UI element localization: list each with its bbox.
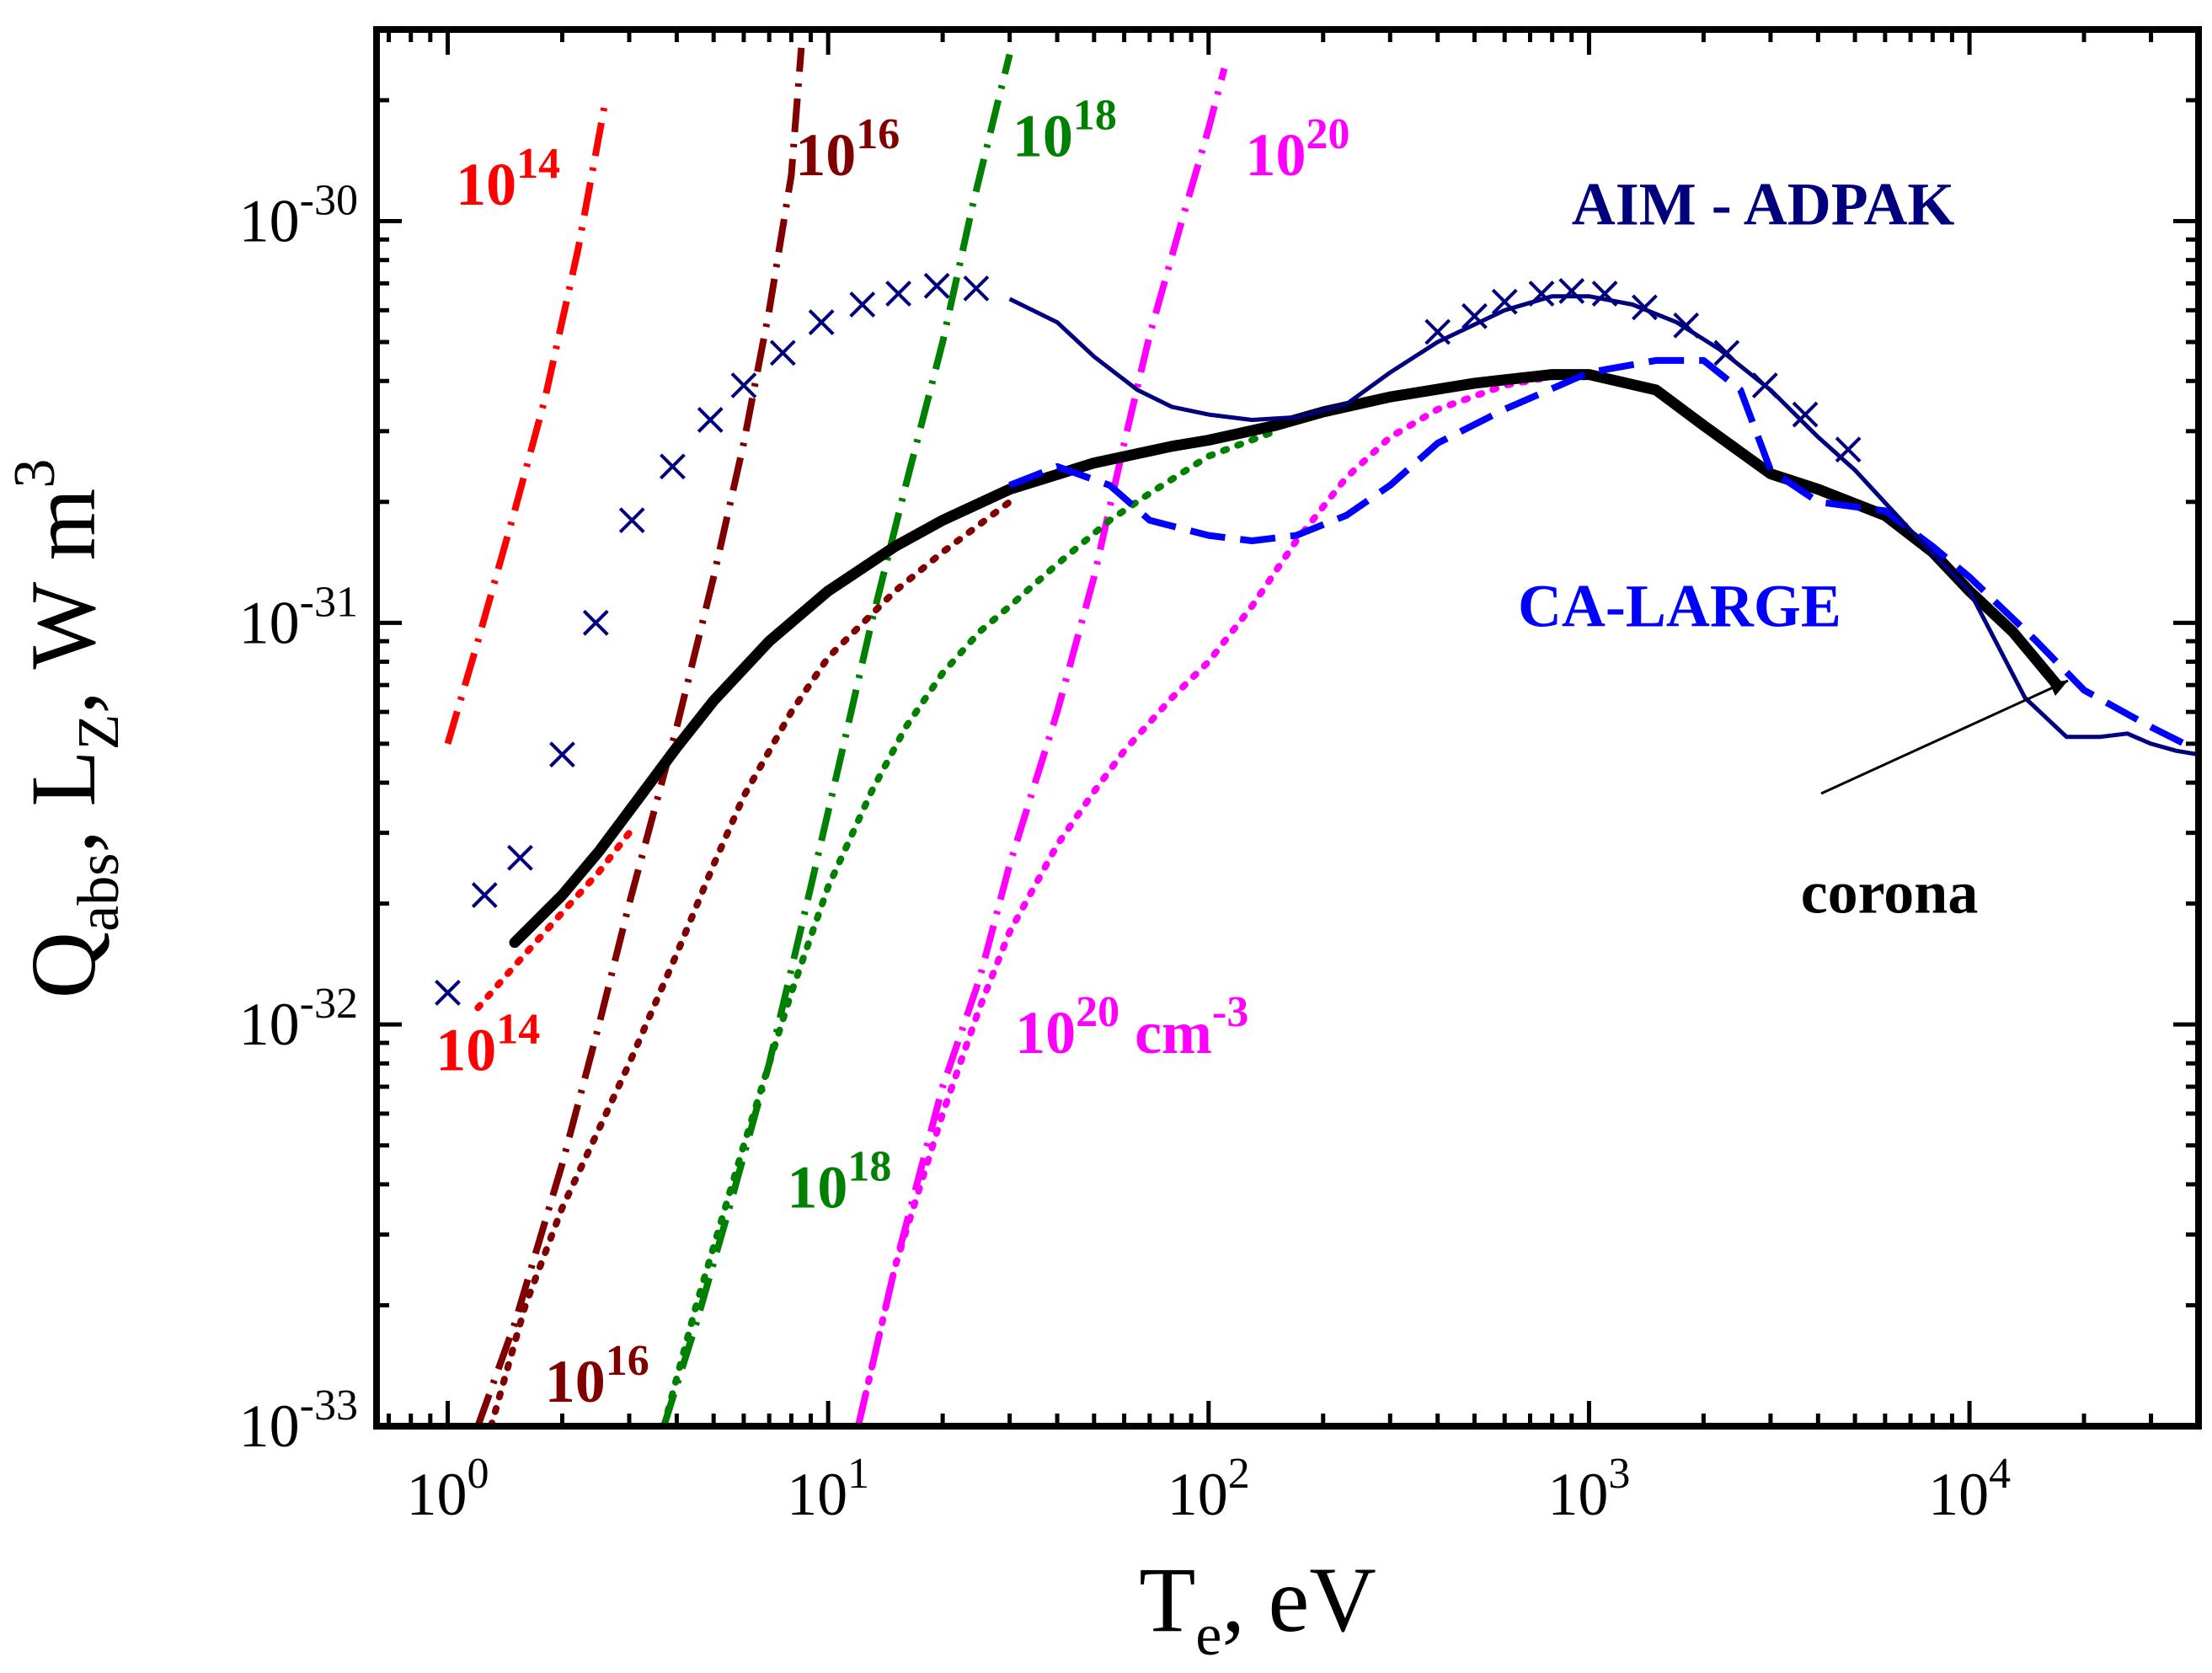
corona-arrow-head [2049, 681, 2068, 696]
data-point-marker [1591, 281, 1618, 307]
data-point-marker [849, 291, 876, 318]
y-tick-label: 10-30 [239, 177, 358, 255]
series-layer [444, 47, 2200, 1430]
data-point-marker [1835, 436, 1862, 463]
series-line-aim-adpak [1008, 294, 2199, 757]
data-point-marker [697, 407, 724, 433]
series-line-q-abs-1e20 [855, 67, 1228, 1427]
y-tick-label: 10-31 [239, 578, 358, 656]
series-label: 1018 [787, 1143, 891, 1221]
series-label: 1014 [435, 1005, 540, 1083]
data-point-marker [1673, 312, 1700, 339]
x-tick-label: 104 [1928, 1450, 2011, 1528]
series-line-l-z-1e18 [660, 427, 1280, 1430]
x-axis-title: Te, eV [1139, 1548, 1376, 1668]
data-point-marker [730, 372, 757, 398]
data-point-marker [471, 882, 498, 908]
corona-pointer-arrow [1820, 679, 2069, 795]
y-tick-label: 10-33 [239, 1382, 358, 1460]
series-line-ca-large [1008, 356, 2200, 754]
series-label: CA-LARGE [1518, 573, 1841, 640]
series-label: 1016 [795, 110, 900, 189]
data-point-marker [507, 844, 533, 871]
series-line-q-abs-1e14 [444, 99, 609, 746]
data-point-marker [1558, 278, 1585, 304]
y-axis-title: Qabs, LZ, W m3 [3, 459, 131, 999]
data-point-marker [618, 507, 645, 534]
data-point-marker [1751, 372, 1778, 398]
data-point-marker [923, 272, 950, 299]
data-point-marker [1713, 339, 1740, 366]
series-line-q-abs-1e16 [474, 47, 805, 1428]
data-point-marker [1424, 318, 1451, 345]
data-point-marker [1792, 401, 1819, 428]
series-label: 1020 [1246, 110, 1350, 189]
series-label: 1020 cm-3 [1015, 988, 1248, 1066]
annotation-layer: 1014 1016 1018 1020 AIM - ADPAK CA-LARGE coron… [435, 92, 1978, 1415]
series-line-q-abs-1e18 [660, 53, 1013, 1428]
x-tick-label: 102 [1167, 1450, 1250, 1528]
data-point-marker [582, 609, 609, 636]
plot-frame [373, 26, 2202, 1430]
data-point-marker [1461, 302, 1488, 329]
series-line-l-z-1e16 [488, 498, 1013, 1430]
data-point-marker [769, 339, 796, 366]
x-tick-label: 103 [1547, 1450, 1630, 1528]
series-line-corona [509, 369, 2063, 949]
data-point-marker [808, 309, 835, 335]
data-point-marker [435, 979, 461, 1006]
data-point-marker [963, 275, 990, 302]
data-point-marker [549, 741, 575, 768]
data-point-marker [1491, 288, 1518, 315]
series-line-l-z-1e14 [474, 829, 633, 1012]
series-label: 1018 [1012, 92, 1117, 170]
data-point-marker [1528, 281, 1555, 307]
data-point-marker [885, 281, 911, 307]
series-label: corona [1801, 858, 1979, 926]
marker-layer [435, 272, 1862, 1006]
y-tick-label: 10-32 [239, 980, 358, 1058]
series-label: AIM - ADPAK [1572, 171, 1955, 238]
axis-ticks: 100 101 102 103 104 10-33 10-32 10-31 10-30 [239, 29, 2201, 1528]
series-label: 1016 [545, 1337, 649, 1415]
series-line-l-z-1e20 [854, 373, 1593, 1430]
series-label: 1014 [456, 140, 560, 218]
data-point-marker [660, 453, 686, 480]
data-point-marker [1632, 294, 1658, 321]
x-tick-label: 101 [787, 1450, 869, 1528]
x-tick-label: 100 [406, 1450, 489, 1528]
